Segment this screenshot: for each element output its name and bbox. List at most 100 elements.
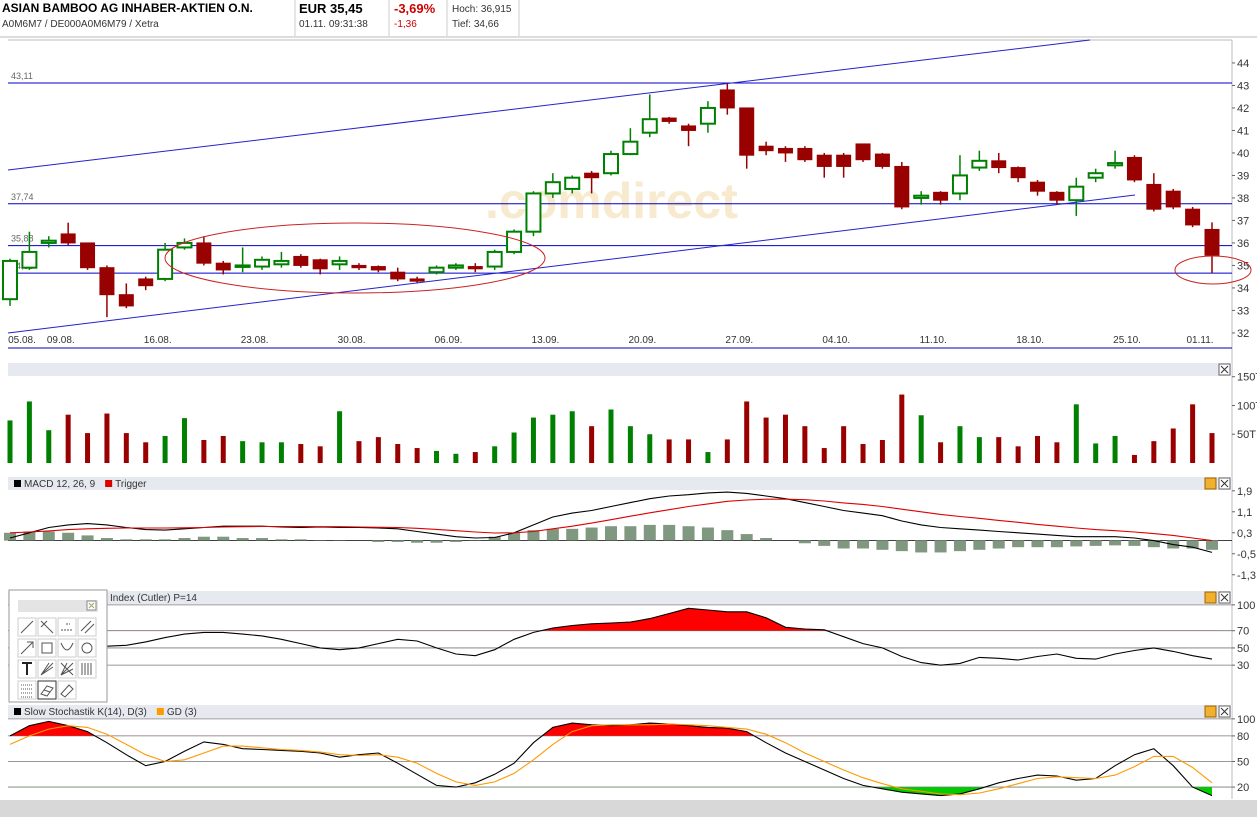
price-panel: 32 33 34 35 36 37 38 39 40 41 42 43 44 05.08. 09.08. 16… xyxy=(2,58,1249,346)
volume-bar xyxy=(879,439,885,463)
volume-bar xyxy=(492,446,498,463)
candle-body xyxy=(1165,190,1181,208)
x-tick-label: 20.09. xyxy=(628,335,656,346)
y-tick-label: 38 xyxy=(1237,193,1249,205)
histogram-bar xyxy=(120,539,133,541)
legend-swatch xyxy=(14,480,21,487)
tool-rect[interactable] xyxy=(37,638,57,658)
change-pct: -3,69% xyxy=(394,1,436,16)
tool-ray[interactable] xyxy=(37,617,57,637)
histogram-bar xyxy=(100,538,113,541)
tool-icon xyxy=(20,620,34,634)
legend-swatch xyxy=(156,708,164,715)
histogram-bar xyxy=(760,538,773,541)
series-line xyxy=(9,607,1213,666)
volume-bar xyxy=(143,442,149,463)
settings-button[interactable] xyxy=(1204,591,1217,604)
legend-label: Index (Cutler) P=14 xyxy=(110,593,197,604)
day-high: Hoch: 36,915 xyxy=(452,4,512,15)
histogram-bar xyxy=(973,540,986,550)
panel-header xyxy=(8,363,1232,376)
tool-icon xyxy=(60,642,74,651)
x-tick-label: 13.09. xyxy=(532,335,560,346)
tool-hline[interactable] xyxy=(57,617,77,637)
volume-bar xyxy=(65,414,71,463)
y-tick-label: 1,1 xyxy=(1237,507,1252,519)
histogram-bar xyxy=(605,526,617,541)
settings-button[interactable] xyxy=(1204,705,1217,718)
candle-body xyxy=(991,160,1007,169)
tool-grid[interactable] xyxy=(17,680,37,700)
tool-icon xyxy=(40,620,54,634)
volume-bar xyxy=(782,414,788,463)
tool-line[interactable] xyxy=(17,617,37,637)
close-icon xyxy=(1220,707,1229,716)
volume-bar xyxy=(1073,404,1079,463)
candle-body xyxy=(913,194,930,199)
tool-icon xyxy=(60,662,74,676)
candle-body xyxy=(699,106,716,125)
x-tick-label: 25.10. xyxy=(1113,335,1141,346)
legend-swatch xyxy=(14,708,21,715)
tool-arc[interactable] xyxy=(57,638,77,658)
volume-bar xyxy=(1170,428,1176,463)
candle-body xyxy=(777,147,793,154)
volume-bar xyxy=(841,426,847,463)
settings-button[interactable] xyxy=(1204,477,1217,490)
volume-bar xyxy=(1054,442,1060,463)
y-tick-label: 40 xyxy=(1237,148,1249,160)
y-tick-label: 150T xyxy=(1237,372,1257,384)
histogram-bar xyxy=(508,532,521,541)
volume-bar xyxy=(434,450,440,463)
histogram-bar xyxy=(314,540,327,541)
histogram-bar xyxy=(624,526,637,541)
volume-bar xyxy=(821,448,827,463)
histogram-bar xyxy=(256,538,269,541)
volume-bar xyxy=(569,411,575,463)
tool-channel[interactable] xyxy=(77,617,97,637)
tool-fan[interactable] xyxy=(37,659,57,679)
y-tick-label: -1,3 xyxy=(1237,570,1256,582)
candle-body xyxy=(234,264,251,268)
volume-bar xyxy=(899,394,905,463)
volume-bar xyxy=(317,446,323,463)
histogram-bar xyxy=(81,535,94,541)
tool-circle[interactable] xyxy=(77,638,97,658)
candle-body xyxy=(138,278,154,287)
level-label: 37,74 xyxy=(11,192,34,202)
watermark: .comdirect xyxy=(485,173,738,229)
volume-bar xyxy=(744,401,750,463)
candle-body xyxy=(641,118,658,134)
volume-bar xyxy=(763,417,769,463)
tool-select[interactable] xyxy=(37,680,57,700)
close-icon xyxy=(1220,365,1229,374)
tool-arrow[interactable] xyxy=(17,638,37,658)
x-tick-label: 23.08. xyxy=(241,335,269,346)
histogram-bar xyxy=(1186,540,1199,549)
panel-header xyxy=(8,477,1232,490)
tool-fib-fan[interactable] xyxy=(57,659,77,679)
highlight-ellipse xyxy=(1174,255,1252,285)
histogram-bar xyxy=(4,532,16,541)
histogram-bar xyxy=(294,539,307,541)
tool-text[interactable] xyxy=(17,659,37,679)
tool-cycles[interactable] xyxy=(77,659,97,679)
volume-bar xyxy=(1015,446,1021,463)
toolbox-titlebar xyxy=(18,600,98,612)
volume-bar xyxy=(414,448,420,463)
histogram-bar xyxy=(42,531,55,541)
y-tick-label: -0,5 xyxy=(1237,549,1256,561)
histogram-bar xyxy=(23,531,36,541)
tool-eraser[interactable] xyxy=(57,680,77,700)
candle-body xyxy=(215,262,231,271)
candle-body xyxy=(758,145,774,152)
close-icon xyxy=(1220,479,1229,488)
histogram-bar xyxy=(818,540,831,546)
level-label: 43,11 xyxy=(11,71,33,81)
histogram-bar xyxy=(934,540,947,553)
candle-body xyxy=(951,174,968,195)
volume-bar xyxy=(589,426,595,463)
candle-body xyxy=(273,259,290,266)
x-tick-label: 11.10. xyxy=(920,335,947,346)
